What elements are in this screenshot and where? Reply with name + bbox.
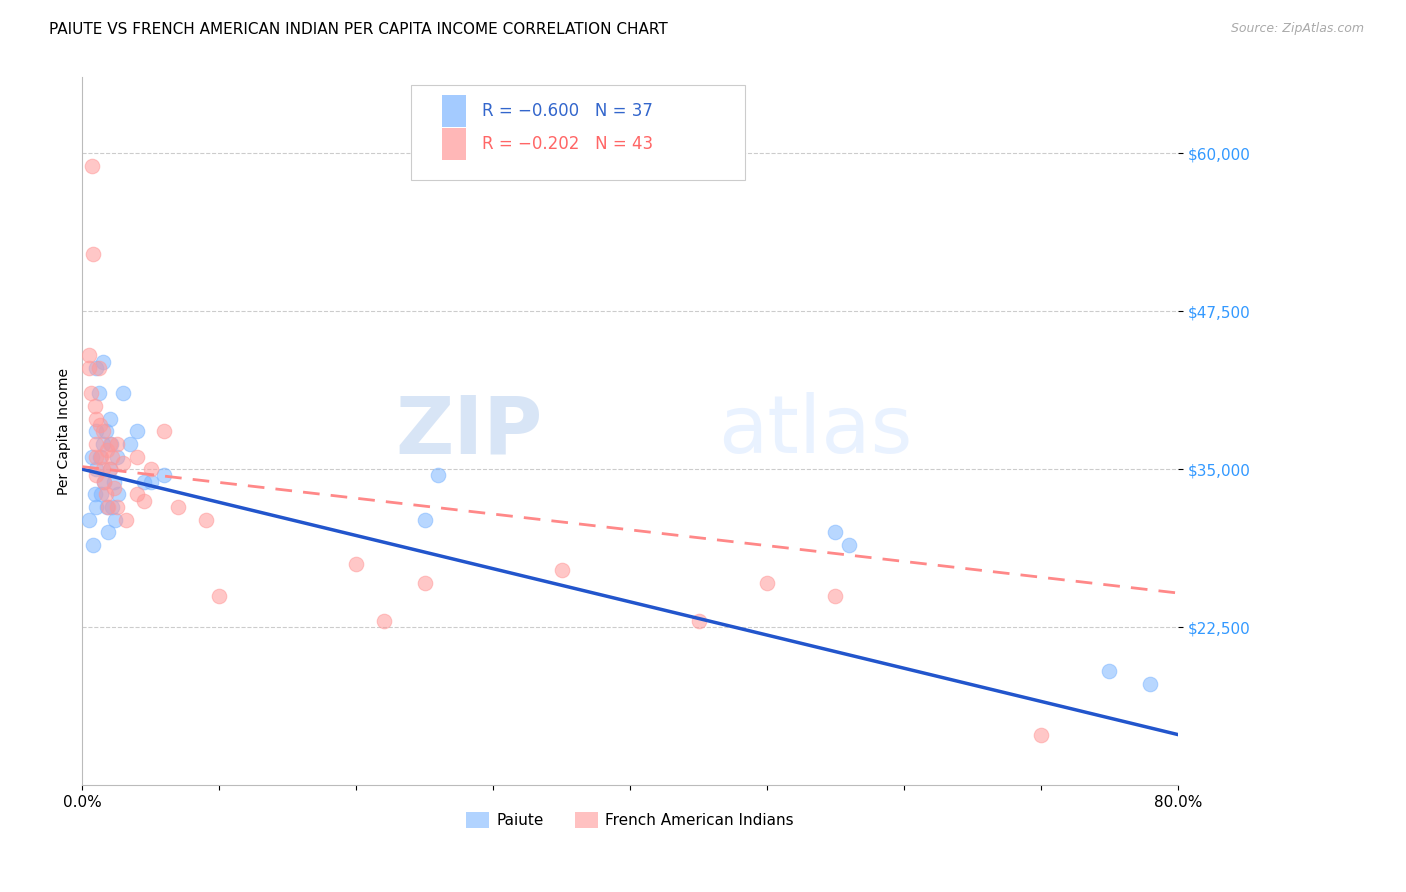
Point — [91, 355, 114, 369]
Text: atlas: atlas — [717, 392, 912, 470]
Point — [84, 450, 107, 464]
Text: ZIP: ZIP — [395, 392, 543, 470]
Point — [115, 513, 138, 527]
Point — [208, 589, 231, 603]
Point — [105, 437, 128, 451]
Point — [77, 361, 100, 376]
Point — [84, 500, 107, 514]
Point — [84, 424, 107, 438]
Point — [93, 475, 115, 489]
Point — [87, 361, 110, 376]
Point — [824, 525, 846, 540]
Point — [87, 386, 110, 401]
Point — [80, 450, 103, 464]
Point — [1139, 677, 1161, 691]
Point — [824, 589, 846, 603]
Point — [97, 500, 120, 514]
Point — [132, 493, 155, 508]
Point — [101, 450, 124, 464]
Point — [153, 468, 176, 483]
Point — [98, 411, 121, 425]
Point — [84, 411, 107, 425]
Point — [373, 614, 395, 628]
Point — [96, 500, 118, 514]
Point — [80, 159, 103, 173]
Text: Source: ZipAtlas.com: Source: ZipAtlas.com — [1230, 22, 1364, 36]
Point — [838, 538, 860, 552]
Point — [125, 487, 148, 501]
Text: R = −0.600   N = 37: R = −0.600 N = 37 — [482, 102, 652, 120]
FancyBboxPatch shape — [441, 95, 465, 127]
Point — [77, 348, 100, 362]
Point — [125, 450, 148, 464]
Y-axis label: Per Capita Income: Per Capita Income — [58, 368, 72, 495]
Legend: Paiute, French American Indians: Paiute, French American Indians — [460, 805, 800, 834]
Point — [84, 437, 107, 451]
Point — [139, 475, 162, 489]
Point — [84, 468, 107, 483]
Point — [83, 399, 105, 413]
Point — [756, 575, 779, 590]
Point — [107, 487, 129, 501]
Point — [167, 500, 190, 514]
Point — [1098, 665, 1121, 679]
Point — [82, 247, 104, 261]
Point — [101, 500, 124, 514]
Point — [90, 450, 112, 464]
Point — [1029, 727, 1052, 741]
Point — [344, 557, 367, 571]
Point — [153, 424, 176, 438]
Text: R = −0.202   N = 43: R = −0.202 N = 43 — [482, 136, 654, 153]
Point — [89, 450, 111, 464]
Point — [90, 487, 112, 501]
Point — [413, 575, 436, 590]
Point — [104, 513, 127, 527]
Point — [550, 563, 572, 577]
Text: PAIUTE VS FRENCH AMERICAN INDIAN PER CAPITA INCOME CORRELATION CHART: PAIUTE VS FRENCH AMERICAN INDIAN PER CAP… — [49, 22, 668, 37]
Point — [194, 513, 217, 527]
Point — [84, 361, 107, 376]
Point — [427, 468, 450, 483]
Point — [98, 462, 121, 476]
Point — [139, 462, 162, 476]
Point — [105, 450, 128, 464]
Point — [103, 475, 125, 489]
Point — [97, 525, 120, 540]
Point — [89, 417, 111, 432]
Point — [84, 462, 107, 476]
Point — [83, 487, 105, 501]
Point — [132, 475, 155, 489]
Point — [98, 462, 121, 476]
Point — [112, 456, 135, 470]
Point — [77, 513, 100, 527]
Point — [96, 443, 118, 458]
Point — [413, 513, 436, 527]
Point — [91, 462, 114, 476]
Point — [82, 538, 104, 552]
Point — [105, 500, 128, 514]
Point — [91, 424, 114, 438]
Point — [91, 437, 114, 451]
Point — [94, 487, 117, 501]
Point — [98, 437, 121, 451]
FancyBboxPatch shape — [441, 128, 465, 161]
Point — [112, 386, 135, 401]
Point — [94, 424, 117, 438]
Point — [100, 437, 122, 451]
Point — [103, 481, 125, 495]
Point — [79, 386, 101, 401]
Point — [125, 424, 148, 438]
Point — [93, 475, 115, 489]
Point — [688, 614, 710, 628]
FancyBboxPatch shape — [411, 85, 745, 180]
Point — [120, 437, 142, 451]
